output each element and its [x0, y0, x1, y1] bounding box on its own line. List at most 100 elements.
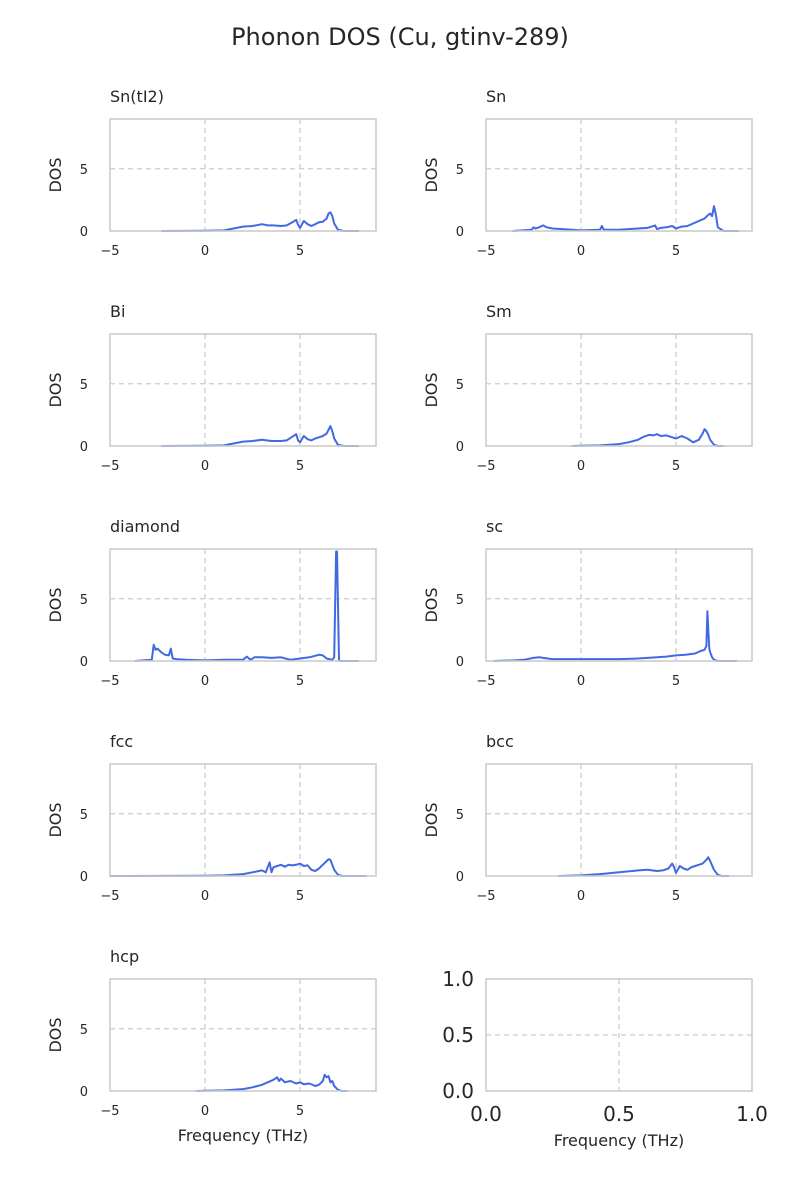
y-tick-label: 0	[456, 440, 464, 455]
y-tick-label: 0	[456, 225, 464, 240]
x-tick-label: −5	[476, 889, 495, 904]
figure-title: Phonon DOS (Cu, gtinv-289)	[231, 23, 569, 51]
y-axis-label: DOS	[422, 587, 441, 622]
x-tick-label: 5	[672, 244, 680, 259]
x-tick-label: 0	[577, 889, 585, 904]
y-tick-label: 5	[456, 593, 464, 608]
x-tick-label: 5	[296, 1104, 304, 1119]
dos-line	[161, 425, 359, 447]
x-tick-label: 0	[577, 244, 585, 259]
y-tick-label: 0	[456, 655, 464, 670]
x-tick-label: −5	[100, 1104, 119, 1119]
y-tick-label: 0	[80, 870, 88, 885]
subplot-title: bcc	[486, 732, 514, 751]
x-tick-label: 0.0	[470, 1102, 502, 1126]
axes-frame	[485, 978, 753, 1092]
x-tick-label: −5	[100, 889, 119, 904]
x-tick-label: 5	[672, 889, 680, 904]
x-tick-label: −5	[476, 459, 495, 474]
x-tick-label: 5	[296, 244, 304, 259]
x-tick-label: −5	[100, 459, 119, 474]
x-tick-label: 0	[201, 889, 209, 904]
y-tick-label: 5	[80, 378, 88, 393]
y-axis-label: DOS	[46, 157, 65, 192]
dos-line	[512, 205, 739, 232]
x-axis-label: Frequency (THz)	[178, 1126, 308, 1145]
x-tick-label: 0	[577, 459, 585, 474]
x-tick-label: 0	[201, 459, 209, 474]
subplot-title: Sn	[486, 87, 506, 106]
axes-frame	[485, 763, 753, 877]
x-tick-label: 5	[296, 889, 304, 904]
x-tick-label: 0	[201, 1104, 209, 1119]
axes-frame	[485, 548, 753, 662]
x-tick-label: 5	[296, 674, 304, 689]
y-tick-label: 5	[456, 808, 464, 823]
subplot-title: hcp	[110, 947, 139, 966]
axes-frame	[485, 333, 753, 447]
axes-frame	[485, 118, 753, 232]
subplot: −5 0 5 0 5 hcp DOS Frequency (THz)	[46, 947, 377, 1145]
dos-line	[134, 550, 359, 662]
subplot: −5 0 5 0 5 Sn DOS	[422, 87, 753, 259]
dos-line	[109, 858, 367, 877]
subplot: −5 0 5 0 5 sc DOS	[422, 517, 753, 689]
axes-frame	[109, 333, 377, 447]
subplot-title: Bi	[110, 302, 125, 321]
y-tick-label: 0	[80, 440, 88, 455]
x-tick-label: 1.0	[736, 1102, 768, 1126]
subplot: −5 0 5 0 5 Bi DOS	[46, 302, 377, 474]
axes-frame	[109, 118, 377, 232]
subplot: −5 0 5 0 5 bcc DOS	[422, 732, 753, 904]
y-tick-label: 0	[80, 655, 88, 670]
subplot-title: fcc	[110, 732, 133, 751]
subplot: 0.0 0.5 1.0 0.0 0.5 1.0 Frequency (THz)	[442, 967, 768, 1150]
y-tick-label: 5	[456, 163, 464, 178]
subplot: −5 0 5 0 5 diamond DOS	[46, 517, 377, 689]
subplot-title: Sn(tI2)	[110, 87, 164, 106]
x-tick-label: 5	[296, 459, 304, 474]
subplot: −5 0 5 0 5 fcc DOS	[46, 732, 377, 904]
y-tick-label: 0.5	[442, 1023, 474, 1047]
x-tick-label: 5	[672, 674, 680, 689]
dos-line	[558, 856, 730, 877]
subplot: −5 0 5 0 5 Sm DOS	[422, 302, 753, 474]
x-tick-label: 0.5	[603, 1102, 635, 1126]
y-tick-label: 5	[80, 808, 88, 823]
x-axis-label: Frequency (THz)	[554, 1131, 684, 1150]
x-tick-label: −5	[476, 244, 495, 259]
y-axis-label: DOS	[422, 157, 441, 192]
x-tick-label: 0	[201, 674, 209, 689]
dos-line	[493, 610, 737, 662]
subplot-title: Sm	[486, 302, 512, 321]
subplot: −5 0 5 0 5 Sn(tI2) DOS	[46, 87, 377, 259]
y-axis-label: DOS	[422, 802, 441, 837]
dos-line	[161, 211, 359, 232]
axes-frame	[109, 978, 377, 1092]
y-tick-label: 0	[80, 225, 88, 240]
x-tick-label: 5	[672, 459, 680, 474]
y-tick-label: 5	[80, 1023, 88, 1038]
dos-line	[571, 428, 724, 447]
y-tick-label: 0.0	[442, 1079, 474, 1103]
y-axis-label: DOS	[422, 372, 441, 407]
y-axis-label: DOS	[46, 587, 65, 622]
y-tick-label: 1.0	[442, 967, 474, 991]
x-tick-label: −5	[100, 674, 119, 689]
subplot-title: diamond	[110, 517, 180, 536]
y-tick-label: 5	[456, 378, 464, 393]
x-tick-label: −5	[476, 674, 495, 689]
y-tick-label: 0	[456, 870, 464, 885]
y-axis-label: DOS	[46, 1017, 65, 1052]
axes-frame	[109, 548, 377, 662]
axes-frame	[109, 763, 377, 877]
dos-line	[195, 1073, 348, 1092]
x-tick-label: −5	[100, 244, 119, 259]
y-axis-label: DOS	[46, 372, 65, 407]
y-tick-label: 5	[80, 593, 88, 608]
y-tick-label: 5	[80, 163, 88, 178]
y-tick-label: 0	[80, 1085, 88, 1100]
x-tick-label: 0	[577, 674, 585, 689]
